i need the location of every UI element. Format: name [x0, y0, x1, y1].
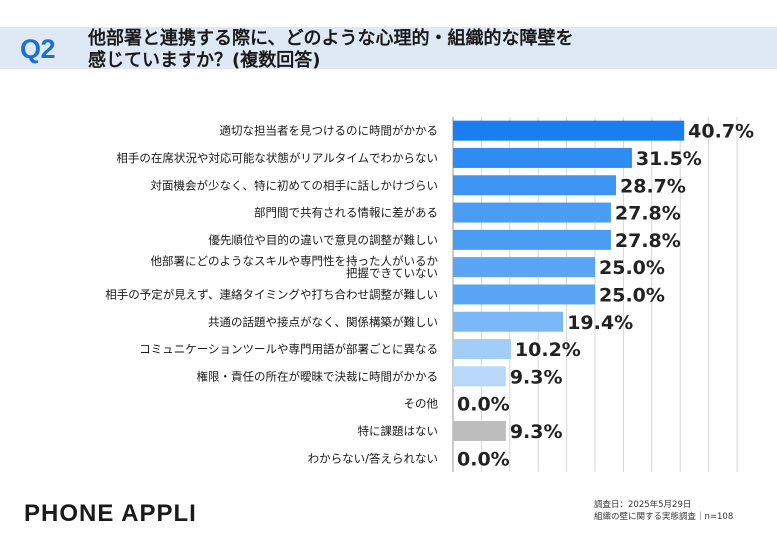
value-label: 10.2% [515, 339, 581, 361]
category-label: 相手の予定が見えず、連絡タイミングや打ち合わせ調整が難しい [105, 287, 438, 301]
value-label: 25.0% [599, 284, 665, 306]
bar [453, 202, 611, 223]
category-label: わからない/答えられない [308, 451, 438, 465]
bar [453, 284, 595, 305]
bar [453, 366, 506, 387]
question-title: 他部署と連携する際に、どのような心理的・組織的な障壁を 感じていますか？(複数回… [88, 28, 574, 71]
brand-logo: PHONE APPLI [24, 500, 197, 527]
value-label: 40.7% [688, 121, 754, 143]
value-label: 27.8% [615, 203, 681, 225]
value-label: 9.3% [510, 366, 563, 388]
bar [453, 120, 685, 141]
bar [453, 420, 506, 441]
value-label: 19.4% [567, 312, 633, 334]
value-label: 27.8% [615, 230, 681, 252]
value-label: 0.0% [457, 394, 510, 416]
value-label: 31.5% [636, 148, 702, 170]
category-label: 部門間で共有される情報に差がある [254, 206, 438, 220]
category-label: 共通の話題や接点がなく、関係構築が難しい [208, 315, 438, 329]
category-label: 把握できていない [346, 266, 438, 280]
bar [453, 311, 564, 332]
bar [453, 229, 611, 250]
value-label: 9.3% [510, 421, 563, 443]
value-label: 0.0% [457, 448, 510, 470]
category-label: 特に課題はない [358, 424, 439, 438]
bar [453, 175, 617, 196]
value-label: 28.7% [620, 175, 686, 197]
category-label: その他 [404, 397, 439, 411]
bar [453, 339, 511, 360]
survey-footnote: 調査日：2025年5月29日 組織の壁に関する実態調査｜n=108 [594, 499, 733, 523]
category-label: 相手の在席状況や対応可能な状態がリアルタイムでわからない [116, 151, 438, 165]
survey-date: 調査日：2025年5月29日 [594, 500, 692, 510]
survey-name: 組織の壁に関する実態調査｜n=108 [594, 512, 734, 522]
category-label: 優先順位や目的の違いで意見の調整が難しい [208, 233, 438, 247]
category-label: コミュニケーションツールや専門用語が部署ごとに異なる [139, 342, 438, 356]
header-band [0, 27, 777, 69]
category-label: 対面機会が少なく、特に初めての相手に話しかけづらい [151, 178, 439, 192]
bar [453, 147, 632, 168]
category-label: 権限・責任の所在が曖昧で決裁に時間がかかる [197, 369, 439, 383]
bar [453, 257, 595, 278]
category-label: 適切な担当者を見つけるのに時間がかかる [220, 124, 439, 138]
question-number: Q2 [20, 34, 56, 64]
value-label: 25.0% [599, 257, 665, 279]
category-label: 他部署にどのようなスキルや専門性を持った人がいるか [151, 254, 439, 268]
